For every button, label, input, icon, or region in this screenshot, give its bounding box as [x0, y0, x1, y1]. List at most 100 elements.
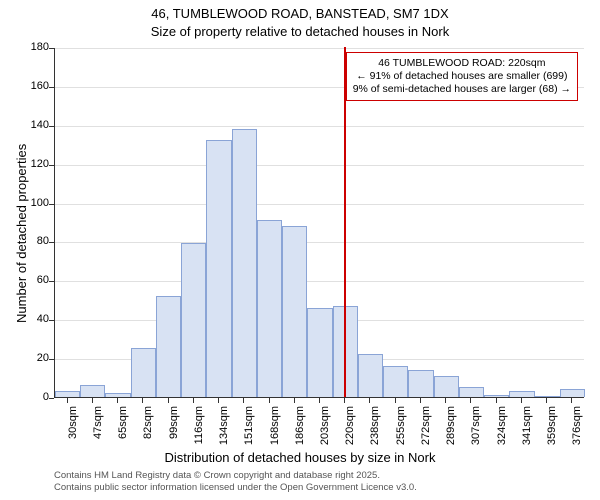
- annotation-line1: 46 TUMBLEWOOD ROAD: 220sqm: [353, 57, 571, 70]
- x-tick: [546, 398, 547, 403]
- x-tick-label: 341sqm: [521, 406, 533, 456]
- x-tick-label: 359sqm: [546, 406, 558, 456]
- annotation-line2: ← 91% of detached houses are smaller (69…: [353, 70, 571, 83]
- x-tick-label: 203sqm: [319, 406, 331, 456]
- x-tick-label: 186sqm: [294, 406, 306, 456]
- chart-title-line1: 46, TUMBLEWOOD ROAD, BANSTEAD, SM7 1DX: [0, 6, 600, 21]
- histogram-bar: [131, 348, 156, 397]
- y-tick: [49, 204, 54, 205]
- gridline: [55, 126, 584, 127]
- x-axis-label: Distribution of detached houses by size …: [0, 450, 600, 465]
- y-tick: [49, 48, 54, 49]
- credits-line1: Contains HM Land Registry data © Crown c…: [54, 470, 417, 482]
- histogram-bar: [232, 129, 257, 397]
- y-tick: [49, 126, 54, 127]
- x-tick: [369, 398, 370, 403]
- y-tick: [49, 281, 54, 282]
- x-tick-label: 238sqm: [369, 406, 381, 456]
- y-tick-label: 80: [19, 235, 49, 247]
- x-tick: [571, 398, 572, 403]
- x-tick-label: 289sqm: [445, 406, 457, 456]
- credits: Contains HM Land Registry data © Crown c…: [54, 470, 417, 494]
- y-tick: [49, 359, 54, 360]
- histogram-bar: [560, 389, 585, 397]
- credits-line2: Contains public sector information licen…: [54, 482, 417, 494]
- x-tick: [269, 398, 270, 403]
- x-tick: [218, 398, 219, 403]
- x-tick: [92, 398, 93, 403]
- histogram-bar: [459, 387, 484, 397]
- gridline: [55, 204, 584, 205]
- gridline: [55, 165, 584, 166]
- y-tick-label: 20: [19, 352, 49, 364]
- y-tick-label: 160: [19, 80, 49, 92]
- x-tick: [67, 398, 68, 403]
- y-tick: [49, 165, 54, 166]
- y-tick-label: 0: [19, 391, 49, 403]
- x-tick-label: 116sqm: [193, 406, 205, 456]
- annotation-line3: 9% of semi-detached houses are larger (6…: [353, 83, 571, 96]
- x-tick-label: 151sqm: [243, 406, 255, 456]
- y-tick-label: 60: [19, 274, 49, 286]
- gridline: [55, 48, 584, 49]
- y-tick-label: 100: [19, 197, 49, 209]
- histogram-bar: [484, 395, 509, 397]
- histogram-bar: [257, 220, 282, 397]
- x-tick-label: 272sqm: [420, 406, 432, 456]
- annotation-box: 46 TUMBLEWOOD ROAD: 220sqm ← 91% of deta…: [346, 52, 578, 101]
- y-tick-label: 40: [19, 313, 49, 325]
- y-tick-label: 120: [19, 158, 49, 170]
- x-tick: [193, 398, 194, 403]
- gridline: [55, 242, 584, 243]
- histogram-bar: [383, 366, 408, 397]
- x-tick: [521, 398, 522, 403]
- histogram-bar: [55, 391, 80, 397]
- histogram-bar: [535, 396, 560, 397]
- histogram-bar: [156, 296, 181, 397]
- chart-container: 46, TUMBLEWOOD ROAD, BANSTEAD, SM7 1DX S…: [0, 0, 600, 500]
- x-tick: [395, 398, 396, 403]
- x-tick: [420, 398, 421, 403]
- histogram-bar: [408, 370, 433, 397]
- x-tick-label: 47sqm: [92, 406, 104, 456]
- x-tick-label: 324sqm: [496, 406, 508, 456]
- y-tick: [49, 398, 54, 399]
- histogram-bar: [80, 385, 105, 397]
- y-tick: [49, 242, 54, 243]
- x-tick: [470, 398, 471, 403]
- gridline: [55, 281, 584, 282]
- x-tick-label: 307sqm: [470, 406, 482, 456]
- x-tick-label: 30sqm: [67, 406, 79, 456]
- x-tick: [294, 398, 295, 403]
- x-tick-label: 65sqm: [117, 406, 129, 456]
- x-tick: [344, 398, 345, 403]
- histogram-bar: [509, 391, 534, 397]
- histogram-bar: [181, 243, 206, 397]
- y-tick-label: 180: [19, 41, 49, 53]
- plot-area: 46 TUMBLEWOOD ROAD: 220sqm ← 91% of deta…: [54, 48, 584, 398]
- x-tick-label: 255sqm: [395, 406, 407, 456]
- x-tick-label: 99sqm: [168, 406, 180, 456]
- histogram-bar: [434, 376, 459, 397]
- x-tick: [445, 398, 446, 403]
- y-tick-label: 140: [19, 119, 49, 131]
- x-tick-label: 220sqm: [344, 406, 356, 456]
- x-tick-label: 134sqm: [218, 406, 230, 456]
- x-tick-label: 82sqm: [142, 406, 154, 456]
- y-axis-label: Number of detached properties: [14, 144, 29, 323]
- x-tick: [319, 398, 320, 403]
- histogram-bar: [206, 140, 231, 397]
- x-tick: [496, 398, 497, 403]
- histogram-bar: [358, 354, 383, 397]
- histogram-bar: [282, 226, 307, 397]
- histogram-bar: [307, 308, 332, 397]
- x-tick-label: 376sqm: [571, 406, 583, 456]
- y-tick: [49, 320, 54, 321]
- chart-title-line2: Size of property relative to detached ho…: [0, 24, 600, 39]
- x-tick: [117, 398, 118, 403]
- y-tick: [49, 87, 54, 88]
- x-tick: [243, 398, 244, 403]
- histogram-bar: [105, 393, 130, 397]
- x-tick: [168, 398, 169, 403]
- x-tick-label: 168sqm: [269, 406, 281, 456]
